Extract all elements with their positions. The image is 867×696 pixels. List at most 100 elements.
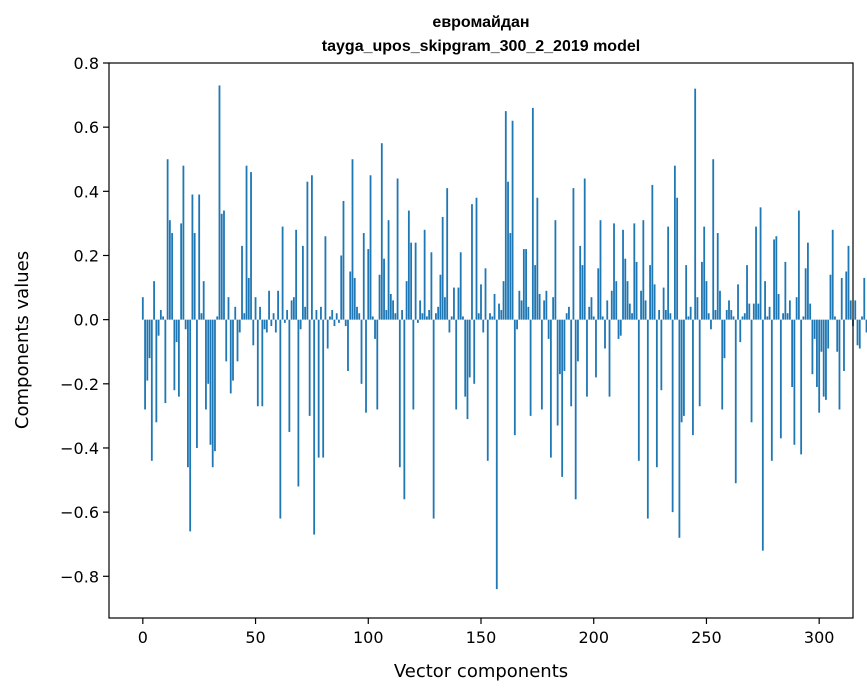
bar xyxy=(619,319,622,336)
bar xyxy=(371,316,374,320)
bar xyxy=(687,316,690,320)
bar xyxy=(723,319,726,359)
chart-subtitle: tayga_upos_skipgram_300_2_2019 model xyxy=(322,38,640,55)
y-tick-label: 0.8 xyxy=(74,54,99,73)
bar xyxy=(513,319,516,436)
bar xyxy=(211,319,214,468)
bar xyxy=(766,316,769,320)
bar xyxy=(150,319,153,461)
bar xyxy=(168,220,171,320)
bar xyxy=(525,249,527,320)
bar xyxy=(613,223,615,320)
bar xyxy=(838,319,841,410)
bar xyxy=(743,313,746,320)
bar xyxy=(238,319,241,333)
bar xyxy=(761,319,764,551)
y-tick-label: 0.4 xyxy=(74,182,99,201)
bar xyxy=(401,310,403,320)
bar xyxy=(216,316,219,320)
bar xyxy=(822,319,825,397)
bar xyxy=(568,306,570,320)
bar xyxy=(380,143,383,320)
bar xyxy=(146,319,149,381)
bar xyxy=(243,313,246,320)
bar xyxy=(301,245,304,320)
bar xyxy=(570,319,573,407)
bar xyxy=(671,319,674,513)
bar xyxy=(764,281,766,320)
bar xyxy=(153,281,155,320)
bar xyxy=(775,236,778,320)
bar xyxy=(182,165,185,320)
bar xyxy=(209,319,212,445)
bar xyxy=(254,297,257,320)
bar xyxy=(793,319,796,445)
bar xyxy=(398,319,401,468)
bar xyxy=(601,316,604,320)
bar xyxy=(696,297,699,320)
bar xyxy=(689,306,692,320)
bar xyxy=(500,310,503,320)
bar xyxy=(536,197,539,320)
bar xyxy=(563,319,566,371)
bar xyxy=(631,313,633,320)
bar xyxy=(707,313,710,320)
bar xyxy=(685,265,688,320)
bar xyxy=(543,300,546,320)
bar xyxy=(807,242,809,320)
bar xyxy=(734,319,737,484)
bar xyxy=(295,229,298,320)
bar xyxy=(737,284,739,320)
bar xyxy=(653,284,656,320)
bar xyxy=(410,242,413,320)
bar xyxy=(529,319,532,416)
bar xyxy=(256,319,259,407)
bar xyxy=(385,310,388,320)
bar xyxy=(669,313,672,320)
bar xyxy=(259,306,261,320)
bar xyxy=(813,319,816,339)
bar xyxy=(626,281,629,320)
bar xyxy=(166,159,169,320)
bar xyxy=(482,319,485,333)
bar xyxy=(353,277,356,320)
bar xyxy=(610,290,613,320)
bar xyxy=(739,319,742,343)
bar xyxy=(464,319,467,397)
bar xyxy=(175,319,178,343)
bar xyxy=(849,300,852,320)
bar xyxy=(658,310,661,320)
bar xyxy=(865,319,867,333)
bar xyxy=(468,319,471,378)
bar xyxy=(347,319,349,371)
bar xyxy=(531,107,534,320)
bar xyxy=(854,300,857,320)
bar xyxy=(200,313,203,320)
bar xyxy=(279,319,282,519)
bar xyxy=(655,319,658,468)
bar xyxy=(586,319,588,397)
bar xyxy=(520,300,523,320)
y-tick-label: −0.6 xyxy=(60,503,99,522)
bar xyxy=(453,287,455,320)
bar xyxy=(444,297,446,320)
bar xyxy=(477,313,480,320)
bar xyxy=(788,300,791,320)
bar xyxy=(559,319,561,375)
bar xyxy=(840,277,843,320)
chart-title: евромайдан xyxy=(432,14,529,31)
x-tick-label: 300 xyxy=(804,628,835,647)
bar xyxy=(527,306,530,320)
bar xyxy=(703,226,706,320)
bar xyxy=(471,204,473,320)
bar xyxy=(462,316,464,320)
bar xyxy=(649,265,651,320)
bar xyxy=(225,319,228,362)
bar xyxy=(141,297,144,320)
bar xyxy=(802,316,805,320)
bar xyxy=(320,306,322,320)
bar xyxy=(232,319,234,381)
bar xyxy=(504,111,507,320)
x-tick-label: 200 xyxy=(578,628,609,647)
bar xyxy=(617,319,620,339)
